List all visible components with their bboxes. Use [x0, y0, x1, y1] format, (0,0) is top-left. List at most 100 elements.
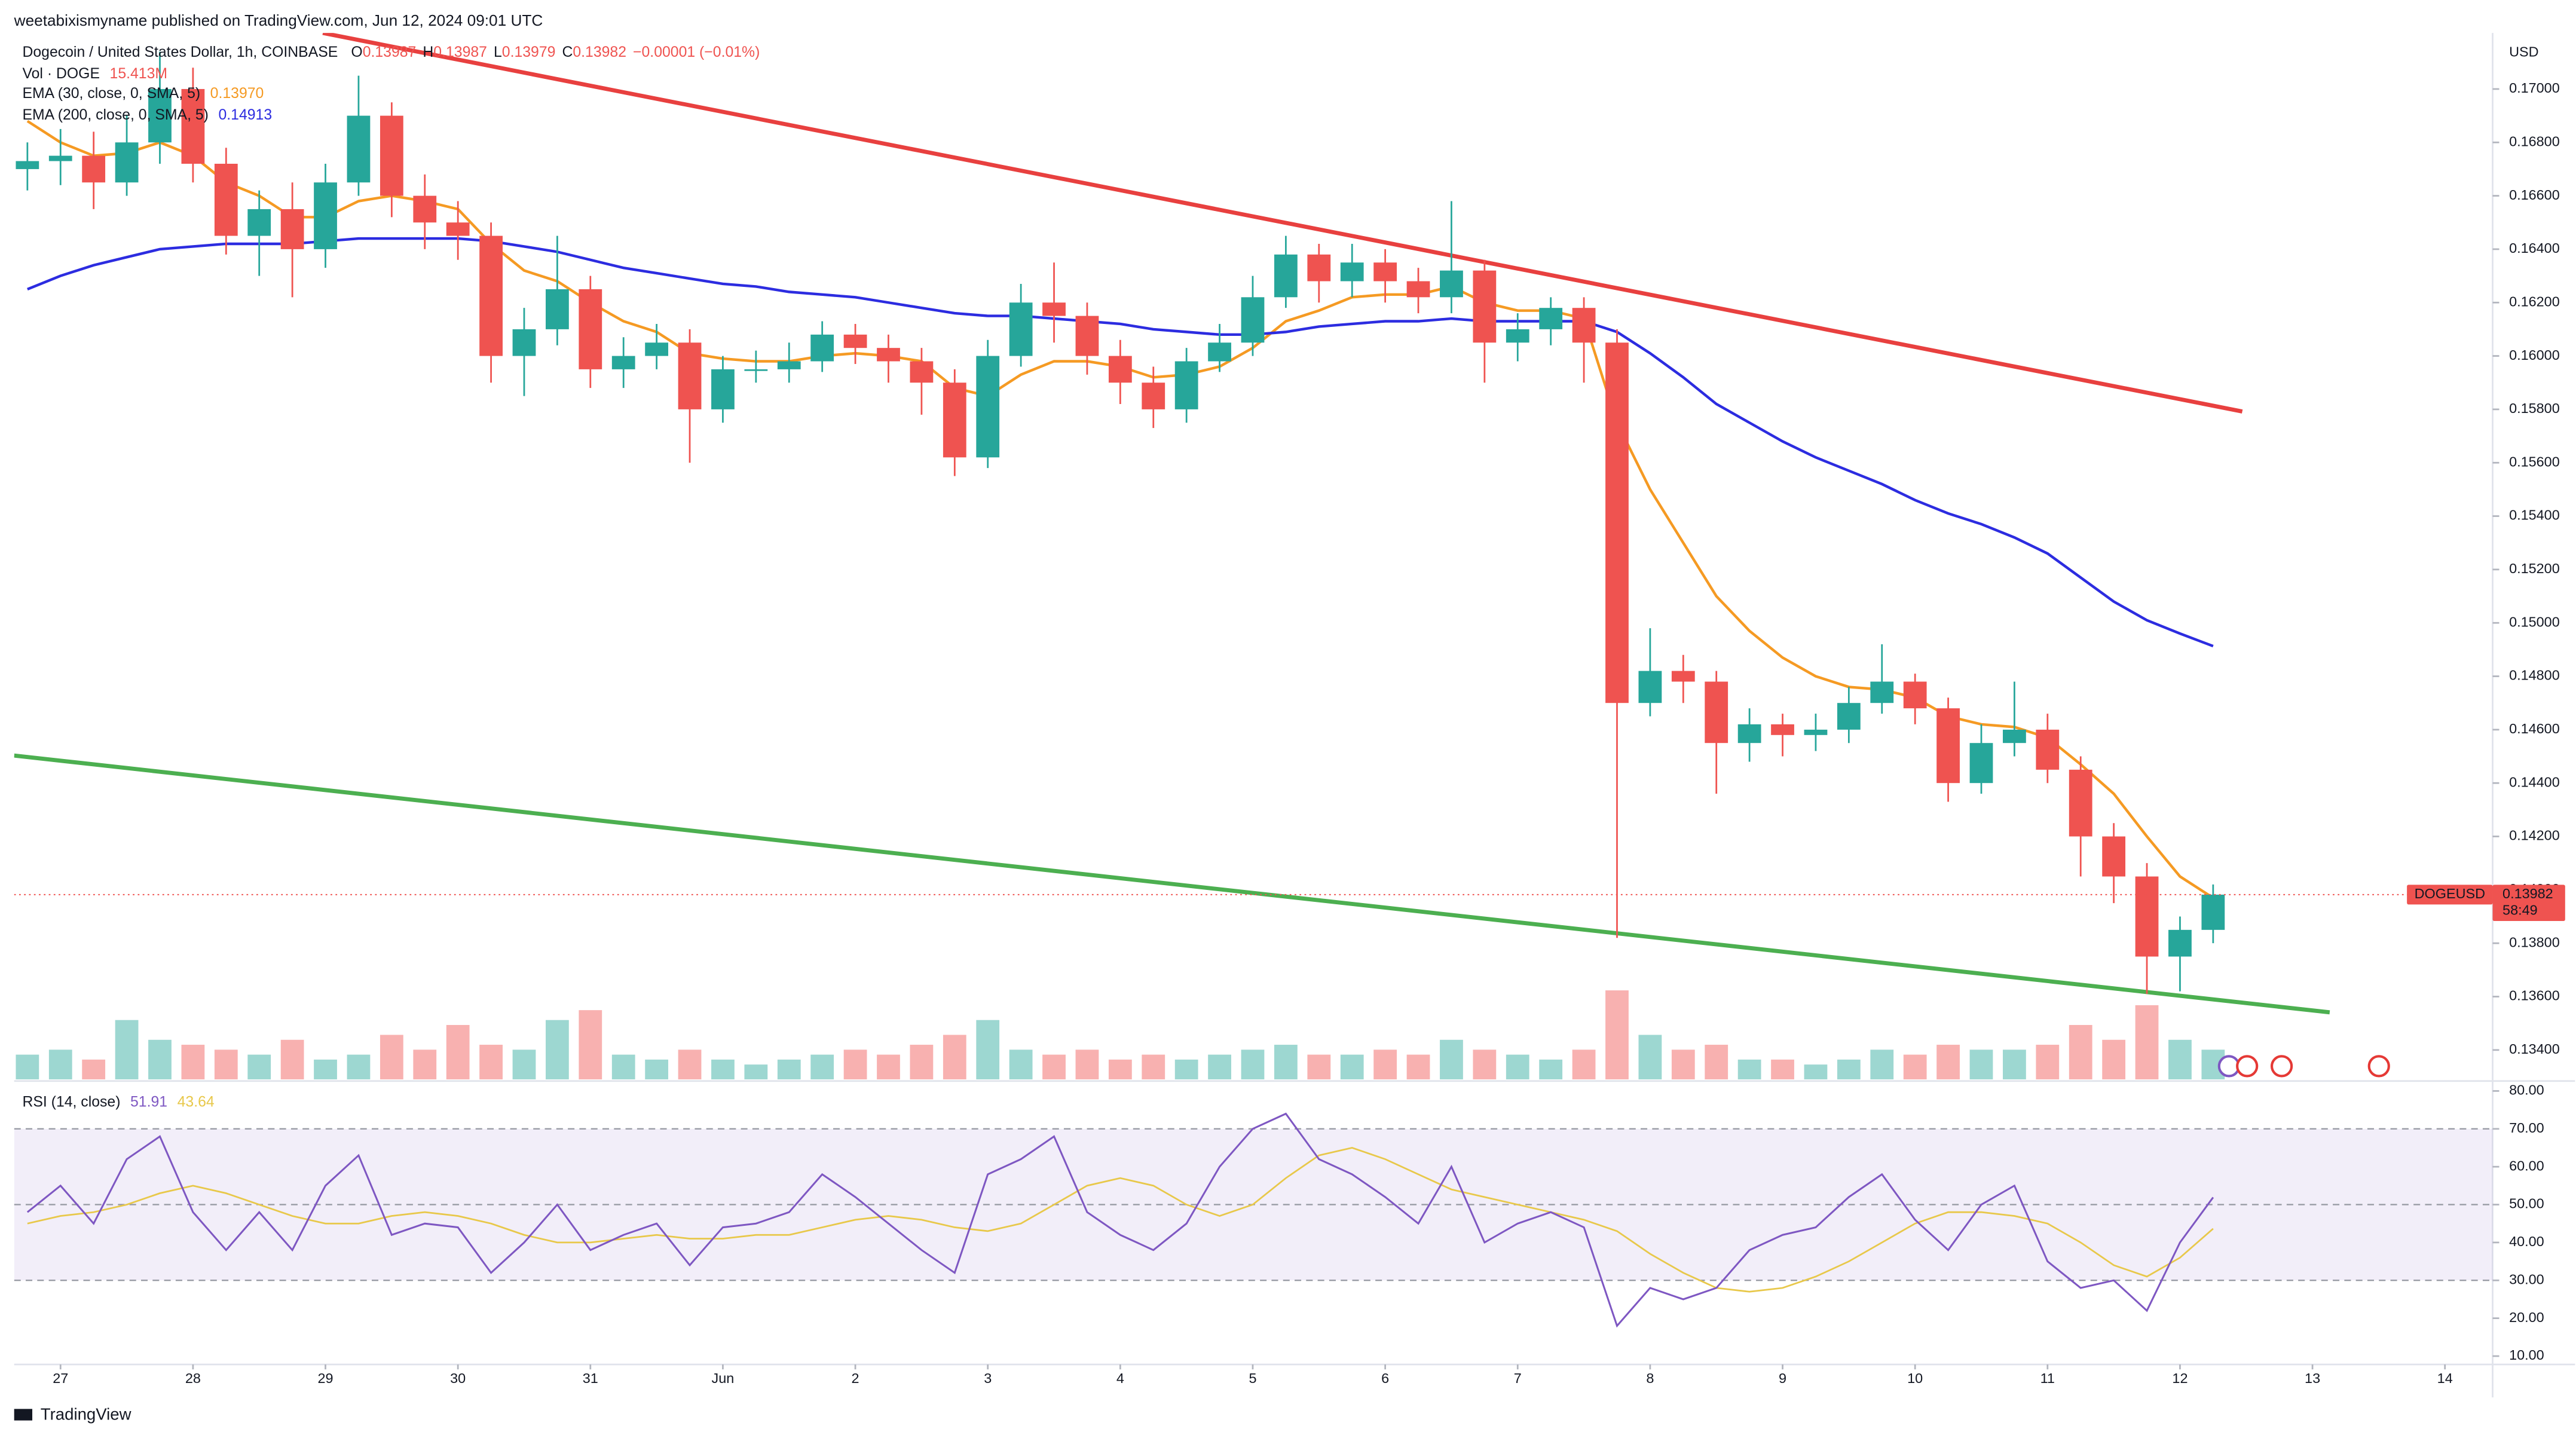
volume-bar — [579, 1010, 602, 1079]
axes: 0.134000.136000.138000.140000.142000.144… — [53, 80, 2565, 1386]
y-tick-label: 0.13600 — [2509, 988, 2560, 1003]
y-tick-label: 60.00 — [2509, 1158, 2544, 1173]
event-icon[interactable] — [2217, 1055, 2240, 1078]
x-tick-label: 3 — [984, 1370, 992, 1386]
ema200-name: EMA (200, close, 0, SMA, 5) — [22, 107, 208, 123]
y-tick-label: 0.16800 — [2509, 133, 2560, 149]
volume-bar — [2003, 1049, 2026, 1079]
candle-body — [1108, 356, 1132, 383]
candle-body — [1837, 703, 1861, 730]
candle-body — [247, 209, 271, 236]
candle-body — [2201, 894, 2225, 930]
candle-body — [1969, 743, 1993, 784]
ohlc-key: C — [562, 44, 573, 60]
y-tick-label: 30.00 — [2509, 1271, 2544, 1287]
candle-body — [1009, 302, 1033, 356]
volume-bar — [1340, 1054, 1364, 1079]
candle-body — [1903, 681, 1927, 709]
x-tick-label: 9 — [1779, 1370, 1786, 1386]
candle-body — [711, 369, 735, 409]
y-tick-label: 20.00 — [2509, 1309, 2544, 1325]
candle-body — [777, 361, 801, 369]
volume-bar — [744, 1064, 768, 1079]
candle-body — [2069, 769, 2092, 837]
candle-body — [1075, 316, 1099, 356]
candle-body — [280, 209, 304, 249]
logo-mark — [14, 1409, 33, 1421]
ohlc-value: 0.13987 — [433, 44, 487, 60]
candle-body — [16, 161, 39, 169]
volume-bar — [413, 1049, 437, 1079]
ohlc-key: H — [423, 44, 433, 60]
event-icon[interactable] — [2367, 1055, 2390, 1078]
volume-bar — [1174, 1059, 1198, 1079]
price-tag-countdown: 58:49 — [2502, 902, 2538, 918]
footer-logo: TradingView — [14, 1405, 131, 1424]
event-icon[interactable] — [2270, 1055, 2293, 1078]
x-tick-label: 30 — [450, 1370, 466, 1386]
trend-line — [322, 33, 2243, 414]
event-icons — [2217, 1055, 2390, 1078]
event-icon[interactable] — [2236, 1055, 2259, 1078]
x-tick-label: 10 — [1907, 1370, 1923, 1386]
rsi-title: RSI (14, close) — [22, 1094, 120, 1110]
y-tick-label: 0.15000 — [2509, 614, 2560, 629]
volume-bar — [1208, 1054, 1231, 1079]
candle-body — [1671, 671, 1695, 682]
ohlc-key: L — [494, 44, 502, 60]
volume-bar — [711, 1059, 735, 1079]
volume-bar — [214, 1049, 238, 1079]
x-tick-label: 12 — [2172, 1370, 2188, 1386]
candle-body — [1142, 383, 1165, 409]
ema30-legend: EMA (30, close, 0, SMA, 5) 0.13970 — [22, 85, 264, 102]
x-tick-label: 13 — [2305, 1370, 2320, 1386]
x-tick-label: 4 — [1116, 1370, 1124, 1386]
volume-bar — [1307, 1054, 1331, 1079]
candle-body — [1705, 681, 1728, 743]
candle-body — [1605, 342, 1629, 703]
candle-body — [1340, 262, 1364, 281]
x-tick-label: 6 — [1381, 1370, 1389, 1386]
candle-body — [678, 342, 702, 409]
ohlc-value: 0.13979 — [502, 44, 556, 60]
volume-bar — [1506, 1054, 1529, 1079]
y-tick-label: 0.16600 — [2509, 187, 2560, 203]
y-tick-label: 0.15600 — [2509, 454, 2560, 469]
volume-bar — [1705, 1045, 1728, 1079]
candle-body — [1870, 681, 1894, 703]
logo-text: TradingView — [41, 1405, 131, 1424]
y-tick-label: 10.00 — [2509, 1347, 2544, 1363]
price-tag — [2492, 885, 2565, 922]
volume-name: Vol · DOGE — [22, 66, 100, 82]
candle-body — [1208, 342, 1231, 362]
volume-value: 15.413M — [110, 66, 167, 82]
volume-bar — [1241, 1049, 1265, 1079]
candle-body — [181, 88, 205, 164]
candle-body — [2036, 729, 2060, 770]
rsi-value: 51.91 — [130, 1094, 167, 1110]
candle-body — [910, 361, 934, 383]
candle-body — [82, 155, 106, 183]
ema200-value: 0.14913 — [218, 107, 272, 123]
y-tick-label: 0.14800 — [2509, 668, 2560, 683]
y-tick-label: 0.17000 — [2509, 80, 2560, 96]
y-tick-label: 0.14400 — [2509, 774, 2560, 790]
volume-bar — [1009, 1049, 1033, 1079]
candle-body — [943, 383, 966, 458]
ohlc-change: −0.00001 (−0.01%) — [633, 44, 760, 60]
y-tick-label: 0.14200 — [2509, 828, 2560, 843]
volume-bar — [446, 1024, 470, 1079]
candle-body — [347, 115, 371, 183]
candle-body — [380, 115, 403, 196]
ema-line — [27, 237, 2214, 648]
candle-body — [843, 334, 867, 348]
volume-bar — [1042, 1054, 1066, 1079]
volume-bar — [1870, 1049, 1894, 1079]
ohlc-value: 0.13982 — [573, 44, 626, 60]
rsi-legend: RSI (14, close) 51.91 43.64 — [22, 1094, 214, 1110]
candle-body — [579, 289, 602, 369]
volume-bar — [777, 1059, 801, 1079]
x-tick-label: 27 — [53, 1370, 68, 1386]
candle-body — [1440, 270, 1463, 298]
